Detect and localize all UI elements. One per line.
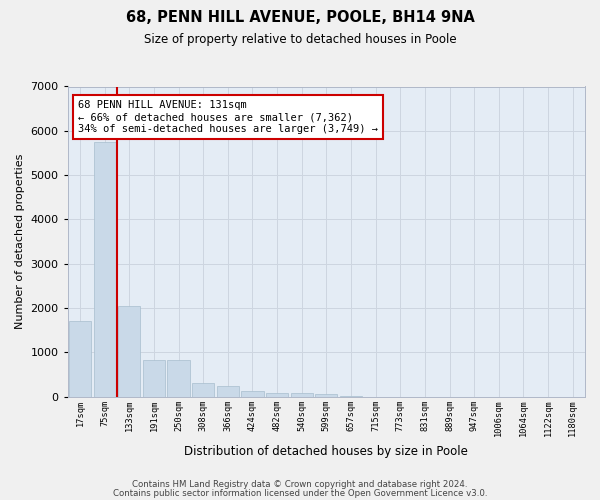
Bar	[266, 392, 288, 396]
Bar	[315, 394, 337, 396]
Bar	[217, 386, 239, 396]
Text: Contains HM Land Registry data © Crown copyright and database right 2024.: Contains HM Land Registry data © Crown c…	[132, 480, 468, 489]
X-axis label: Distribution of detached houses by size in Poole: Distribution of detached houses by size …	[184, 444, 468, 458]
Bar	[69, 322, 91, 396]
Text: Contains public sector information licensed under the Open Government Licence v3: Contains public sector information licen…	[113, 489, 487, 498]
Bar	[192, 384, 214, 396]
Bar	[94, 142, 116, 397]
Bar	[241, 391, 263, 396]
Text: 68, PENN HILL AVENUE, POOLE, BH14 9NA: 68, PENN HILL AVENUE, POOLE, BH14 9NA	[125, 10, 475, 25]
Bar	[143, 360, 165, 396]
Bar	[290, 392, 313, 396]
Text: Size of property relative to detached houses in Poole: Size of property relative to detached ho…	[143, 32, 457, 46]
Bar	[167, 360, 190, 396]
Y-axis label: Number of detached properties: Number of detached properties	[15, 154, 25, 330]
Bar	[118, 306, 140, 396]
Text: 68 PENN HILL AVENUE: 131sqm
← 66% of detached houses are smaller (7,362)
34% of : 68 PENN HILL AVENUE: 131sqm ← 66% of det…	[78, 100, 378, 134]
